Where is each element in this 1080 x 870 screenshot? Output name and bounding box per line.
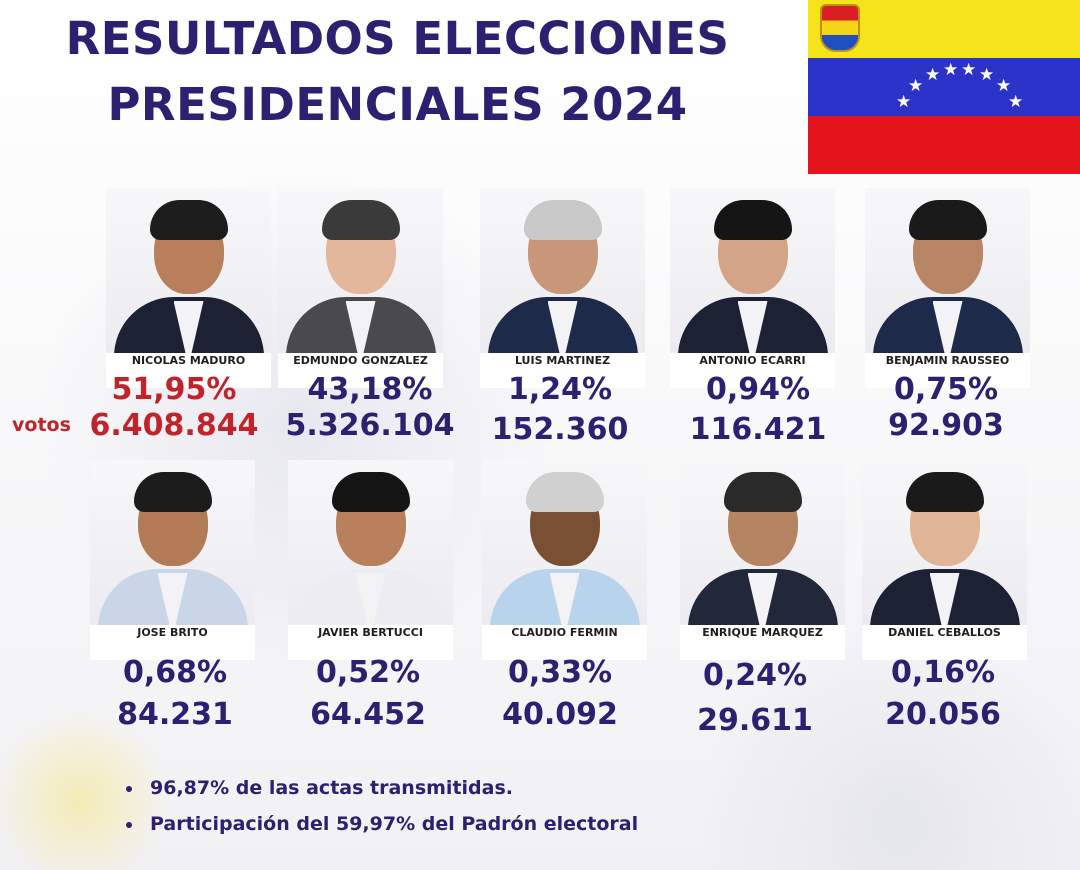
flag-stripe-yellow xyxy=(808,0,1080,58)
votes-label: votos xyxy=(12,414,71,436)
candidate-percent: 0,94% xyxy=(705,372,811,407)
star-icon: ★ xyxy=(943,60,959,80)
candidate-name: NICOLAS MADURO xyxy=(131,354,246,367)
candidate-photo xyxy=(288,460,453,625)
candidate-votes: 84.231 xyxy=(117,697,233,732)
candidate-photo xyxy=(106,188,271,353)
notes-list: 96,87% de las actas transmitidas. Partic… xyxy=(122,770,638,842)
candidate-card: EDMUNDO GONZALEZ xyxy=(278,188,443,388)
candidate-percent: 51,95% xyxy=(111,372,237,407)
candidate-votes: 64.452 xyxy=(310,697,426,732)
candidate-photo xyxy=(278,188,443,353)
star-icon: ★ xyxy=(996,76,1012,96)
candidate-percent: 0,68% xyxy=(122,655,228,690)
candidate-name: EDMUNDO GONZALEZ xyxy=(293,354,428,367)
candidate-card: DANIEL CEBALLOS xyxy=(862,460,1027,660)
star-icon: ★ xyxy=(896,92,912,112)
candidate-hair-shape xyxy=(908,200,987,240)
candidate-percent: 43,18% xyxy=(307,372,433,407)
candidate-card: JOSE BRITO xyxy=(90,460,255,660)
candidate-votes: 116.421 xyxy=(689,412,827,447)
candidate-card: LUIS MARTINEZ xyxy=(480,188,645,388)
title-line-1: RESULTADOS ELECCIONES xyxy=(65,12,730,65)
candidate-card: NICOLAS MADURO xyxy=(106,188,271,388)
candidate-percent: 0,75% xyxy=(893,372,999,407)
candidate-percent: 0,52% xyxy=(315,655,421,690)
candidate-hair-shape xyxy=(523,200,602,240)
candidate-name: LUIS MARTINEZ xyxy=(514,354,611,367)
candidate-hair-shape xyxy=(149,200,228,240)
star-icon: ★ xyxy=(908,76,924,96)
flag-stripe-red xyxy=(808,116,1080,174)
candidate-votes: 20.056 xyxy=(885,697,1001,732)
candidate-percent: 0,24% xyxy=(702,658,808,693)
candidate-card: BENJAMIN RAUSSEO xyxy=(865,188,1030,388)
candidate-name: JOSE BRITO xyxy=(137,626,208,639)
note-item: 96,87% de las actas transmitidas. xyxy=(122,770,638,806)
candidate-photo xyxy=(482,460,647,625)
candidate-votes: 29.611 xyxy=(697,703,813,738)
star-icon: ★ xyxy=(961,60,977,80)
candidate-photo xyxy=(90,460,255,625)
candidate-hair-shape xyxy=(723,472,802,512)
candidate-card: ENRIQUE MARQUEZ xyxy=(680,460,845,660)
candidate-votes: 5.326.104 xyxy=(285,408,455,443)
candidate-card: JAVIER BERTUCCI xyxy=(288,460,453,660)
page-title: RESULTADOS ELECCIONES PRESIDENCIALES 202… xyxy=(0,6,795,138)
candidate-photo xyxy=(670,188,835,353)
candidate-photo xyxy=(865,188,1030,353)
star-icon: ★ xyxy=(1008,92,1024,112)
candidate-hair-shape xyxy=(331,472,410,512)
note-item: Participación del 59,97% del Padrón elec… xyxy=(122,806,638,842)
candidate-photo xyxy=(862,460,1027,625)
candidate-votes: 6.408.844 xyxy=(89,408,259,443)
candidate-hair-shape xyxy=(525,472,604,512)
candidate-hair-shape xyxy=(321,200,400,240)
star-icon: ★ xyxy=(925,65,941,85)
candidate-hair-shape xyxy=(133,472,212,512)
flag-stars: ★ ★ ★ ★ ★ ★ ★ ★ xyxy=(808,58,1080,116)
candidate-hair-shape xyxy=(713,200,792,240)
coat-of-arms-icon xyxy=(820,4,860,52)
venezuela-flag-icon: ★ ★ ★ ★ ★ ★ ★ ★ xyxy=(808,0,1080,174)
candidate-name: ENRIQUE MARQUEZ xyxy=(702,626,823,639)
flag-stripe-blue: ★ ★ ★ ★ ★ ★ ★ ★ xyxy=(808,58,1080,116)
candidate-votes: 92.903 xyxy=(888,408,1004,443)
candidate-votes: 152.360 xyxy=(491,412,629,447)
candidate-name: JAVIER BERTUCCI xyxy=(318,626,423,639)
candidate-name: ANTONIO ECARRI xyxy=(699,354,806,367)
candidate-percent: 1,24% xyxy=(507,372,613,407)
candidate-card: CLAUDIO FERMIN xyxy=(482,460,647,660)
title-line-2: PRESIDENCIALES 2024 xyxy=(107,78,688,131)
candidate-name: CLAUDIO FERMIN xyxy=(511,626,618,639)
candidate-name: BENJAMIN RAUSSEO xyxy=(885,354,1010,367)
candidate-name: DANIEL CEBALLOS xyxy=(888,626,1001,639)
candidate-votes: 40.092 xyxy=(502,697,618,732)
star-icon: ★ xyxy=(979,65,995,85)
candidate-percent: 0,16% xyxy=(890,655,996,690)
candidate-card: ANTONIO ECARRI xyxy=(670,188,835,388)
candidate-photo xyxy=(680,460,845,625)
candidate-percent: 0,33% xyxy=(507,655,613,690)
candidate-photo xyxy=(480,188,645,353)
candidate-hair-shape xyxy=(905,472,984,512)
